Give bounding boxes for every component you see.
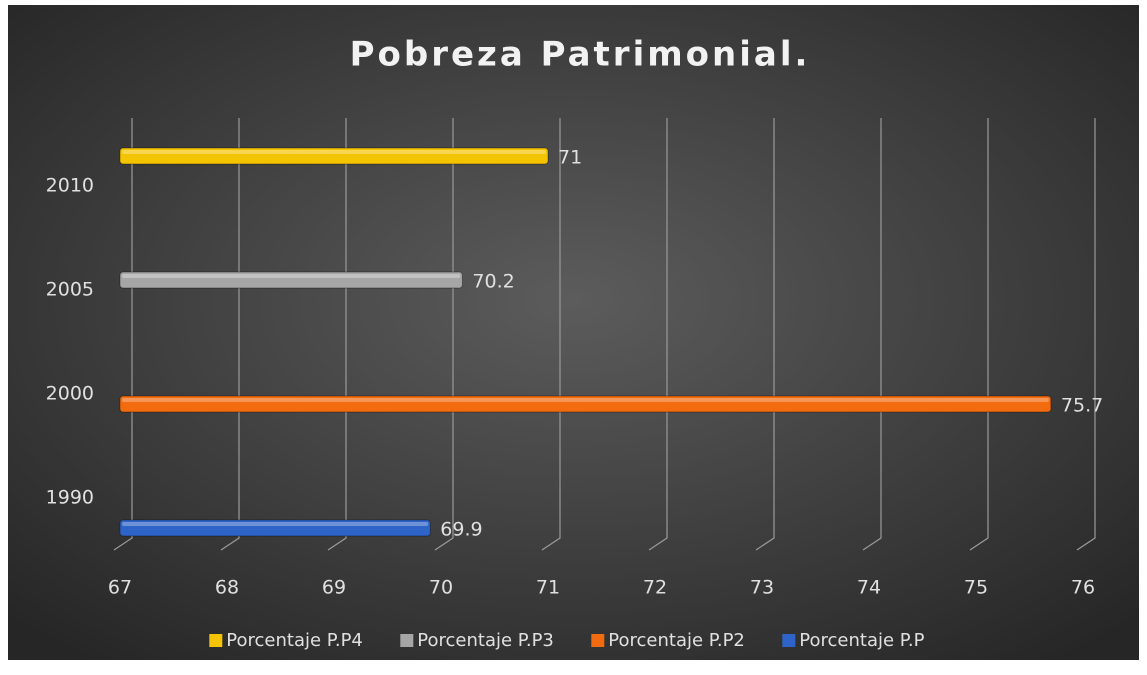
grid-line — [220, 118, 240, 551]
data-label: 70.2 — [472, 271, 514, 293]
x-tick-label: 71 — [536, 577, 560, 599]
bar — [119, 395, 1052, 413]
x-tick-label: 73 — [750, 577, 774, 599]
bar-body — [119, 395, 1052, 413]
legend-swatch — [782, 634, 796, 647]
y-tick-label: 2000 — [46, 383, 94, 405]
x-tick-label: 68 — [215, 577, 239, 599]
bar-body — [119, 519, 431, 537]
data-label: 71 — [558, 147, 582, 169]
bar — [119, 147, 549, 165]
y-tick-label: 1990 — [46, 487, 94, 509]
grid-line — [113, 118, 133, 551]
x-tick-label: 70 — [429, 577, 453, 599]
bar-highlight — [122, 522, 429, 526]
bar — [119, 271, 463, 289]
bar-highlight — [122, 274, 461, 278]
legend-label: Porcentaje P.P — [799, 630, 924, 651]
legend-label: Porcentaje P.P3 — [417, 630, 554, 651]
bar-highlight — [122, 150, 546, 154]
legend-label: Porcentaje P.P4 — [226, 630, 363, 651]
x-tick-label: 69 — [322, 577, 346, 599]
grid-line — [648, 118, 668, 551]
x-tick-label: 74 — [857, 577, 881, 599]
legend-swatch — [400, 634, 414, 647]
legend-swatch — [591, 634, 605, 647]
grid-line — [755, 118, 775, 551]
legend-label: Porcentaje P.P2 — [608, 630, 745, 651]
bar-highlight — [122, 398, 1049, 402]
grid-line — [969, 118, 989, 551]
grid-line — [327, 118, 347, 551]
bar-body — [119, 147, 549, 165]
x-tick-label: 76 — [1071, 577, 1095, 599]
y-tick-label: 2005 — [46, 279, 94, 301]
chart-title: Pobreza Patrimonial. — [350, 35, 811, 75]
x-tick-label: 72 — [643, 577, 667, 599]
y-tick-label: 2010 — [46, 175, 94, 197]
data-label: 69.9 — [440, 519, 482, 541]
grid-line — [434, 118, 454, 551]
grid-line — [1076, 118, 1096, 551]
bar — [119, 519, 431, 537]
data-label: 75.7 — [1061, 395, 1103, 417]
chart-background — [8, 5, 1139, 660]
legend-swatch — [209, 634, 223, 647]
grid-line — [541, 118, 561, 551]
x-tick-label: 67 — [108, 577, 132, 599]
grid-line — [862, 118, 882, 551]
bar-body — [119, 271, 463, 289]
x-tick-label: 75 — [964, 577, 988, 599]
